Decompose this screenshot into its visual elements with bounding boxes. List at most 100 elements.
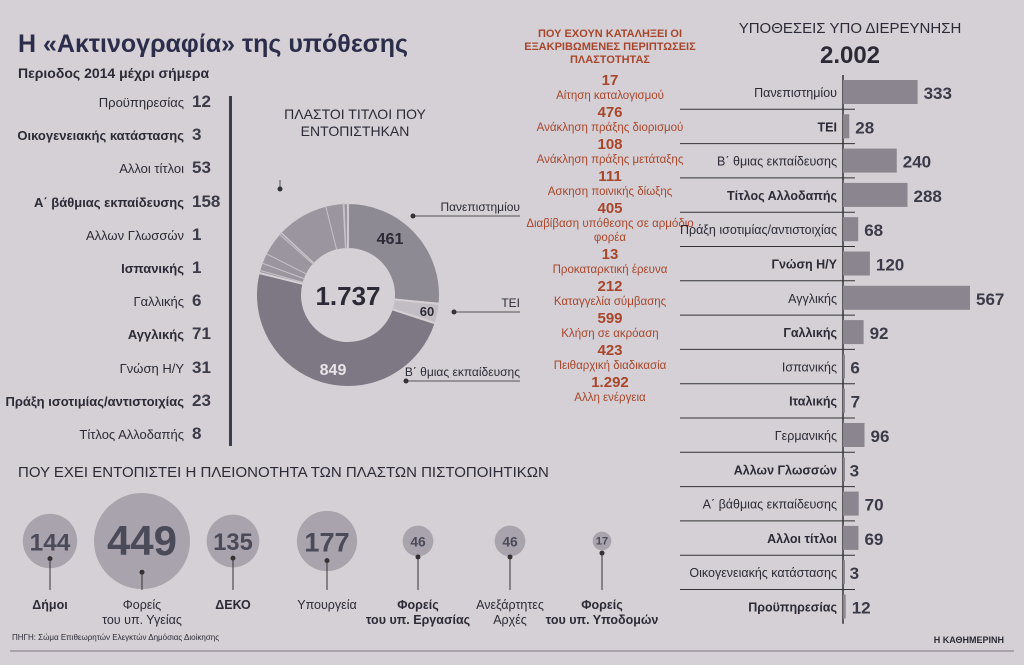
bubble (94, 493, 190, 589)
bar (843, 457, 845, 482)
item-value: 8 (192, 424, 202, 443)
left-list-item: Γνώση Η/Υ 31 (0, 358, 220, 378)
item-value: 3 (192, 125, 202, 145)
item-value: 23 (192, 390, 211, 410)
item-label: Τίτλος Αλλοδαπής (79, 427, 184, 442)
bar-label: Αγγλικής (788, 292, 837, 306)
bar-label: Πανεπιστημίου (754, 86, 837, 100)
item-value: 53 (192, 158, 211, 178)
outcome-value: 13 (601, 246, 619, 263)
outcome-label: Ασκηση ποινικής δίωξης (547, 186, 673, 198)
bubble-value: 449 (107, 517, 177, 564)
bar-label: Β΄ θμιας εκπαίδευσης (717, 155, 837, 169)
bubble-dot (47, 556, 53, 562)
donut-chart: 1.737 461 60 849 Πανεπιστημίου ΤΕΙ Β΄ θμιας εκ… (255, 180, 520, 388)
donut-sub-divider (343, 203, 347, 250)
bar (843, 354, 845, 379)
bar-label: Τίτλος Αλλοδαπής (727, 189, 837, 203)
left-list-item: Προϋπηρεσίας 12 (0, 92, 220, 112)
donut-value: 849 (320, 362, 347, 379)
item-label: Αγγλικής (127, 327, 184, 343)
bubble (206, 514, 260, 568)
bubble-label: Υπουργεία (297, 598, 357, 612)
bar-chart: Πανεπιστημίου 333 ΤΕΙ 28 Β΄ θμιας εκπαίδευση… (680, 75, 1004, 624)
bar (843, 285, 970, 310)
left-list-item: Αλλοι τίτλοι 53 (0, 158, 220, 178)
outcome-label: Κλήση σε ακρόαση (561, 328, 659, 340)
bar (843, 525, 859, 550)
bubble-chart: 144 Δήμοι 449 Φορείς του υπ. Υγείας 135 ΔΕΚΟ 17… (22, 493, 659, 627)
bar-label: Αλλοι τίτλοι (767, 532, 837, 546)
bar (843, 594, 846, 619)
bubble (402, 525, 434, 557)
outcome-label: Ανάκληση πράξης μετάταξης (536, 154, 684, 166)
outcome-item: 17 Αίτηση καταλογισμού (520, 73, 700, 103)
bar-value: 240 (903, 153, 931, 172)
donut-sub-divider (325, 205, 338, 251)
bar (843, 80, 918, 104)
left-list-item: Οικογενειακής κατάστασης 3 (0, 125, 220, 145)
item-label: Οικογενειακής κατάστασης (17, 128, 184, 144)
bar (843, 320, 864, 345)
bar (843, 423, 865, 447)
item-label: Ισπανικής (121, 261, 184, 276)
donut-sub-divider (342, 203, 347, 250)
bar-label: Αλλων Γλωσσών (734, 463, 837, 477)
outcome-label: Καταγγελία σύμβασης (553, 296, 667, 308)
outcome-value: 1.292 (591, 374, 629, 391)
outcome-value: 423 (597, 342, 623, 359)
bar-label: Πράξη ισοτιμίας/αντιστοιχίας (680, 223, 837, 237)
outcome-item: 405 Διαβίβαση υπόθεσης σε αρμόδιο φορέα (520, 201, 700, 245)
bubble (22, 513, 78, 569)
item-label: Α΄ βάθμιας εκπαίδευσης (33, 194, 184, 210)
bubble-label: ΔΕΚΟ (215, 598, 251, 612)
outcome-item: 108 Ανάκληση πράξης μετάταξης (520, 137, 700, 167)
bubble-value: 144 (30, 530, 71, 557)
callout-dot (451, 309, 457, 315)
outcome-value: 17 (601, 72, 619, 89)
callout-dot (277, 186, 283, 192)
callout-line (279, 180, 281, 189)
brand: Η ΚΑΘΗΜΕΡΙΝΗ (933, 635, 1004, 645)
outcome-item: 111 Ασκηση ποινικής δίωξης (520, 169, 700, 199)
bubble-label: Φορείς του υπ. Υγείας (102, 598, 182, 627)
bar (843, 114, 850, 139)
bubble-value: 135 (213, 530, 253, 556)
item-value: 1 (192, 224, 202, 244)
outcome-value: 212 (597, 278, 623, 295)
bubble-value: 177 (304, 527, 349, 558)
item-label: Γαλλικής (133, 294, 184, 310)
source-note: ΠΗΓΗ: Σώμα Επιθεωρητών Ελεγκτών Δημόσιας… (12, 633, 220, 642)
bubble-value: 46 (410, 533, 426, 549)
outcome-label: Αλλη ενέργεια (574, 392, 646, 404)
bubble-label: Φορείς του υπ. Υποδομών (546, 598, 659, 627)
callout-dot (410, 213, 416, 219)
left-list-item: Πράξη ισοτιμίας/αντιστοιχίας 23 (0, 391, 220, 411)
page-title: Η «Ακτινογραφία» της υπόθεσης (18, 30, 409, 58)
bar-value: 96 (871, 427, 890, 446)
item-label: Πράξη ισοτιμίας/αντιστοιχίας (5, 393, 184, 409)
outcome-label: Αίτηση καταλογισμού (556, 90, 664, 102)
bar (843, 560, 845, 585)
bar-value: 28 (855, 118, 874, 137)
bar-value: 3 (850, 564, 859, 583)
bubble (296, 510, 358, 572)
bar (843, 148, 897, 173)
bar-chart-title: ΥΠΟΘΕΣΕΙΣ ΥΠΟ ΔΙΕΡΕΥΝΗΣΗ (738, 20, 962, 37)
bar-label: Α΄ βάθμιας εκπαίδευσης (703, 498, 837, 512)
outcome-item: 212 Καταγγελία σύμβασης (520, 279, 700, 309)
item-label: Γνώση Η/Υ (119, 360, 184, 376)
donut-label: Πανεπιστημίου (440, 200, 520, 214)
bar-label: Ιταλικής (789, 395, 837, 409)
outcome-label: Ανάκληση πράξης διορισμού (536, 122, 684, 134)
outcomes-title: ΠΟΥ ΕΧΟΥΝ ΚΑΤΑΛΗΞΕΙ ΟΙ ΕΞΑΚΡΙΒΩΜΕΝΕΣ ΠΕΡ… (524, 28, 696, 66)
outcome-item: 13 Προκαταρκτική έρευνα (520, 247, 700, 277)
bubble (494, 525, 526, 557)
subtitle: Περιοδος 2014 μέχρι σήμερα (18, 65, 210, 81)
left-list-item: Ισπανικής 1 (0, 258, 220, 278)
outcome-label: Πειθαρχική διαδικασία (553, 360, 667, 372)
bar-value: 7 (851, 393, 860, 412)
bar-value: 333 (924, 84, 952, 103)
bar-value: 3 (850, 461, 859, 480)
callout-dot (403, 378, 409, 384)
